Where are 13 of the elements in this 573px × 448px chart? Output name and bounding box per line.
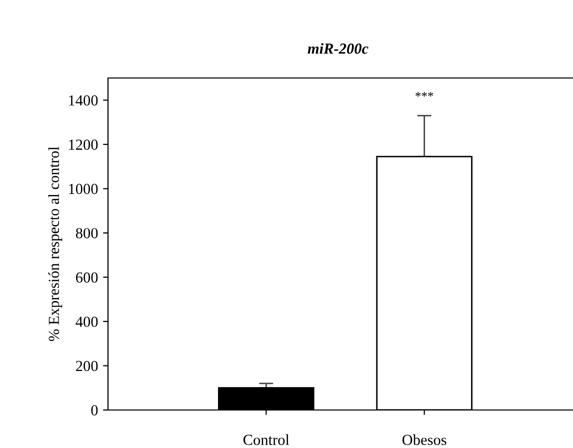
y-tick-label: 1000 — [69, 184, 98, 194]
chart-title: miR-200c — [308, 43, 368, 54]
y-tick-label: 1200 — [69, 140, 98, 150]
y-tick-label: 600 — [76, 272, 98, 283]
y-tick-label: 800 — [76, 228, 98, 238]
x-tick-label: Obesos — [402, 434, 446, 446]
x-tick-label: Control — [243, 434, 290, 446]
y-tick-label: 400 — [76, 316, 98, 327]
y-axis-title: % Expresión respecto al control — [48, 146, 62, 342]
annotation: *** — [416, 92, 434, 97]
y-tick-label: 200 — [76, 360, 98, 372]
y-tick-label: 1400 — [69, 95, 98, 106]
y-tick-label: 0 — [91, 405, 98, 416]
